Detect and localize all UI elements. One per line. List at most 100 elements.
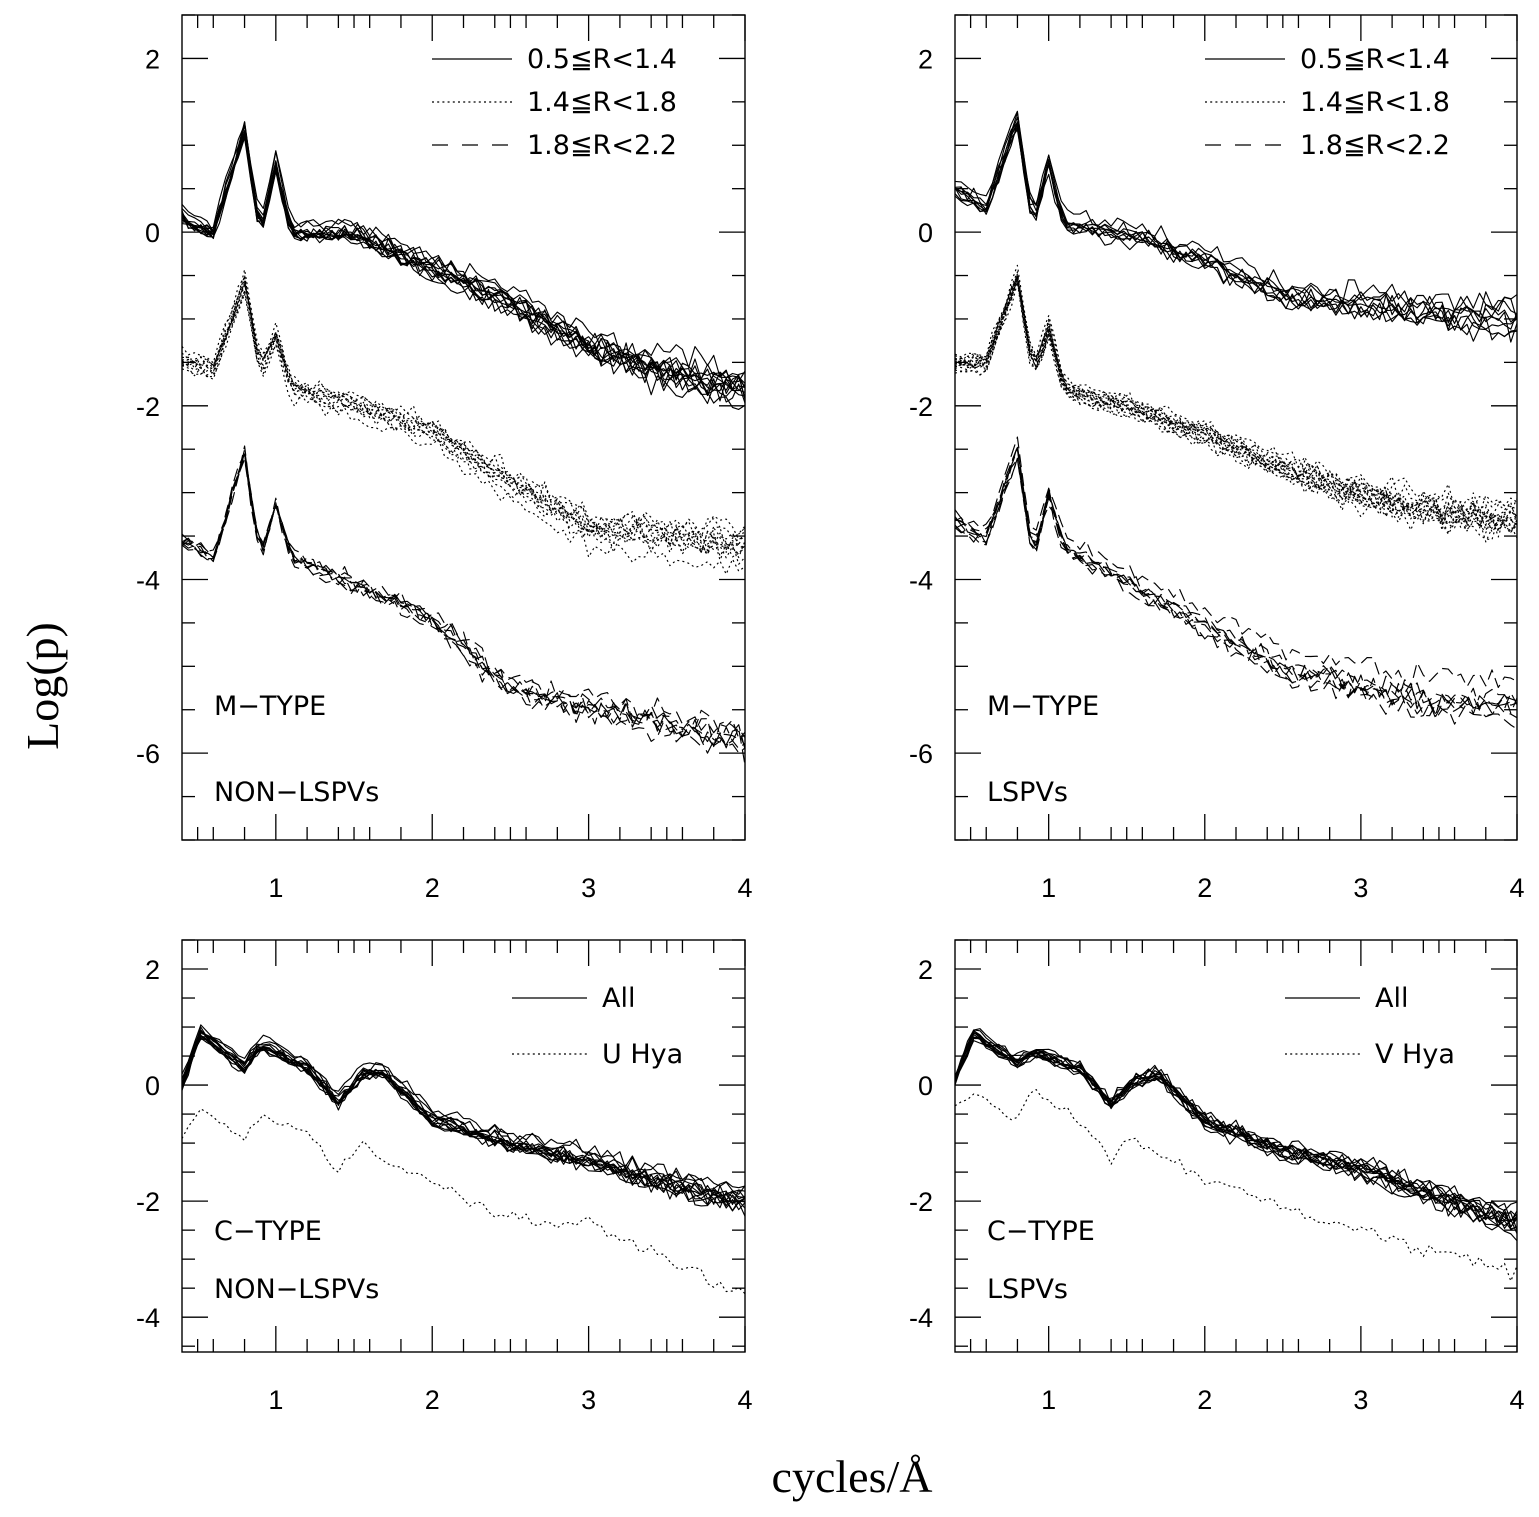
curves-group: [182, 1024, 745, 1295]
series-line-dotted-2-2: [955, 279, 1517, 530]
series-line-dashed-3-8: [182, 453, 745, 749]
y-tick-label: 2: [918, 955, 933, 985]
curves-group: [955, 110, 1517, 730]
series-line-solid-1-6: [955, 1032, 1517, 1242]
series-line-dotted-2-1: [955, 1089, 1517, 1282]
series-line-dotted-2-5: [955, 275, 1517, 532]
series-line-dashed-3-8: [955, 457, 1517, 730]
series-line-dotted-2-2: [182, 277, 745, 555]
y-tick-label: -2: [909, 1187, 933, 1217]
y-tick-label: -4: [136, 1303, 160, 1333]
panel-bottom-left: 1 2 3 4 2 0 -2 -4 All U Hya C−TYPE NON−LSPVs: [136, 939, 753, 1415]
y-tick-label: 2: [918, 44, 933, 74]
series-line-dotted-2-16: [955, 276, 1517, 528]
series-line-dotted-2-5: [182, 282, 745, 541]
series-line-solid-1-8: [955, 116, 1517, 329]
x-tick-label: 4: [1509, 1385, 1524, 1415]
series-line-dotted-2-10: [955, 271, 1517, 524]
series-line-dotted-2-7: [182, 276, 745, 552]
legend-label: U Hya: [602, 1039, 683, 1070]
legend-label: V Hya: [1375, 1039, 1455, 1070]
series-line-dotted-2-15: [955, 276, 1517, 512]
panel-label-1: M−TYPE: [987, 691, 1099, 722]
x-tick-label: 1: [1041, 1385, 1056, 1415]
x-tick-label: 1: [268, 1385, 283, 1415]
x-tick-label: 3: [1353, 1385, 1368, 1415]
panel-label-1: C−TYPE: [214, 1216, 322, 1247]
y-tick-label: -4: [909, 1303, 933, 1333]
x-tick-label: 1: [268, 873, 283, 903]
series-line-dashed-3-6: [955, 458, 1517, 725]
panel-label-2: NON−LSPVs: [214, 1274, 379, 1305]
series-line-dotted-2-14: [955, 279, 1517, 532]
series-line-dotted-2-10: [182, 290, 745, 555]
curves-group: [955, 1028, 1517, 1282]
series-line-dotted-2-9: [182, 283, 745, 557]
series-line-solid-1-3: [955, 110, 1517, 315]
y-tick-label: -4: [909, 565, 933, 595]
series-line-dashed-3-5: [955, 446, 1517, 718]
y-tick-label: -6: [909, 739, 933, 769]
panel-top-right: 1 2 3 4 2 0 -2 -4 -6 0.5≦R<1.4 1.4≦R<1.8 1.8≦R<2.2 M…: [909, 14, 1525, 903]
series-line-dashed-3-5: [182, 448, 745, 739]
panel-top-left: 1 2 3 4 2 0 -2 -4 -6 0.5≦R<1.4 1.4≦R<1.8 1.8≦R<2.2 M…: [136, 14, 753, 903]
y-tick-label: -2: [136, 1187, 160, 1217]
series-line-dotted-2-8: [955, 277, 1517, 533]
series-line-dotted-2-11: [182, 284, 745, 551]
panel-bottom-right: 1 2 3 4 2 0 -2 -4 All V Hya C−TYPE LSPVs: [909, 939, 1525, 1415]
series-line-solid-1-4: [182, 123, 745, 405]
series-line-solid-1-4: [955, 129, 1517, 320]
series-line-dashed-3-4: [955, 458, 1517, 716]
x-tick-label: 2: [425, 1385, 440, 1415]
y-tick-label: 2: [145, 44, 160, 74]
series-line-dotted-2-9: [955, 276, 1517, 538]
series-line-dotted-2-1: [182, 1108, 745, 1295]
series-line-dotted-2-4: [955, 281, 1517, 543]
series-line-solid-1-10: [182, 135, 745, 391]
series-line-dotted-2-12: [955, 281, 1517, 541]
series-line-dotted-2-8: [182, 274, 745, 558]
x-tick-label: 2: [1197, 873, 1212, 903]
series-line-solid-1-5: [182, 1024, 745, 1193]
series-line-solid-1-4: [182, 1032, 745, 1195]
panel-label-2: LSPVs: [987, 1274, 1068, 1305]
legend-label: 0.5≦R<1.4: [527, 44, 677, 75]
series-line-solid-1-12: [182, 130, 745, 399]
series-line-solid-1-9: [955, 1037, 1517, 1222]
series-line-dashed-3-1: [182, 457, 745, 750]
y-tick-label: 2: [145, 955, 160, 985]
y-tick-label: -6: [136, 739, 160, 769]
series-line-solid-1-5: [182, 131, 745, 397]
series-line-dotted-2-4: [182, 280, 745, 565]
series-line-solid-1-1: [182, 121, 745, 400]
series-line-solid-1-10: [955, 1031, 1517, 1223]
series-line-dotted-2-6: [182, 289, 745, 559]
series-line-dashed-3-7: [955, 446, 1517, 710]
legend-label: 0.5≦R<1.4: [1300, 44, 1450, 75]
legend-label: 1.8≦R<2.2: [527, 130, 677, 161]
series-line-dashed-3-1: [955, 448, 1517, 715]
series-line-solid-1-13: [182, 1037, 745, 1206]
legend-label: 1.4≦R<1.8: [527, 87, 677, 118]
series-line-dotted-2-1: [182, 293, 745, 575]
series-line-dashed-3-7: [182, 445, 745, 740]
series-line-solid-1-3: [182, 1031, 745, 1212]
series-line-dotted-2-3: [182, 269, 745, 554]
x-tick-label: 1: [1041, 873, 1056, 903]
legend-label: 1.8≦R<2.2: [1300, 130, 1450, 161]
x-tick-label: 2: [425, 873, 440, 903]
panel-label-2: LSPVs: [987, 777, 1068, 808]
legend-label: All: [602, 983, 635, 1014]
y-tick-label: 0: [918, 218, 933, 248]
panel-label-1: M−TYPE: [214, 691, 326, 722]
x-tick-label: 3: [581, 1385, 596, 1415]
series-line-solid-1-13: [182, 137, 745, 410]
y-tick-label: 0: [918, 1071, 933, 1101]
y-tick-label: -4: [136, 565, 160, 595]
panel-label-2: NON−LSPVs: [214, 777, 379, 808]
x-tick-label: 4: [737, 873, 752, 903]
series-line-dotted-2-12: [182, 284, 745, 539]
x-tick-label: 4: [1509, 873, 1524, 903]
curves-group: [182, 121, 745, 766]
